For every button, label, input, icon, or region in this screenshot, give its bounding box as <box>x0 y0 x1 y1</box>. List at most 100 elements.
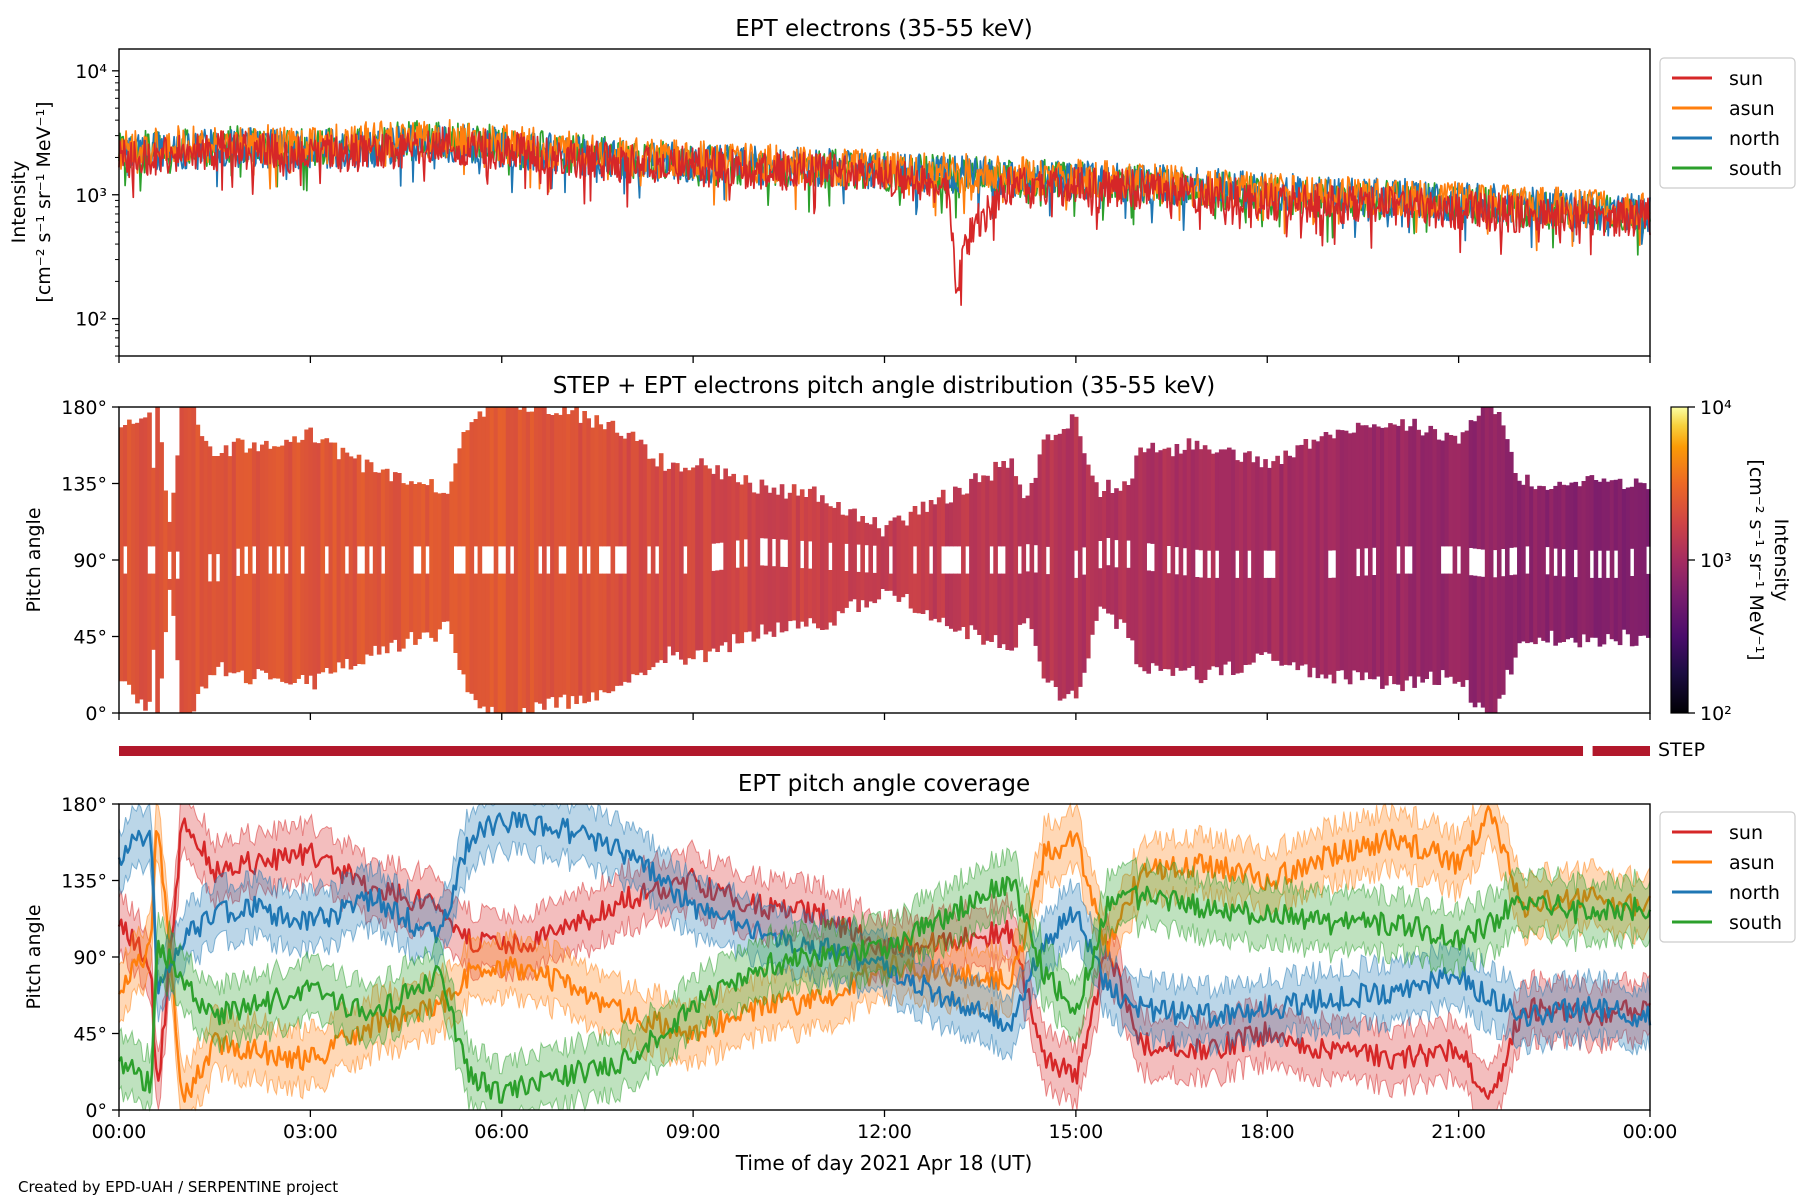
heatmap-cell <box>380 469 386 547</box>
heatmap-cell <box>251 442 257 547</box>
heatmap-cell <box>803 497 809 627</box>
heatmap-cell <box>1569 482 1575 638</box>
heatmap-cell <box>147 412 152 547</box>
x-tick-label: 06:00 <box>474 1121 529 1143</box>
heatmap-cell <box>816 501 821 629</box>
intensity-legend-asun: asun <box>1729 98 1775 120</box>
heatmap-cell <box>880 536 886 589</box>
heatmap-cell <box>562 407 567 547</box>
heatmap-cell <box>151 573 156 650</box>
heatmap-cell <box>1255 456 1260 654</box>
heatmap-cell <box>1154 452 1160 666</box>
heatmap-cell <box>570 410 575 697</box>
coverage-series-group <box>117 802 1652 1112</box>
heatmap-cell <box>1235 577 1240 674</box>
heatmap-cell <box>1444 432 1450 547</box>
heatmap-cell <box>598 573 604 691</box>
heatmap-cell <box>167 579 172 590</box>
heatmap-cell <box>646 458 652 547</box>
y-tick-label: 45° <box>73 627 107 649</box>
heatmap-cell <box>1335 429 1341 671</box>
heatmap-cell <box>1412 418 1417 688</box>
heatmap-cell <box>485 407 491 547</box>
heatmap-cell <box>1380 427 1385 689</box>
heatmap-cell <box>260 444 265 671</box>
heatmap-cell <box>969 478 974 626</box>
heatmap-cell <box>928 500 934 547</box>
pad-x-ticks <box>118 713 1651 720</box>
colorbar-tick-label: 10⁴ <box>1700 397 1732 419</box>
intensity-legend-box <box>1659 57 1796 189</box>
heatmap-cell <box>985 475 990 641</box>
heatmap-cell <box>1267 577 1272 654</box>
heatmap-cell <box>215 581 221 667</box>
heatmap-cell <box>340 447 346 669</box>
heatmap-cell <box>264 440 269 673</box>
heatmap-cell <box>207 581 213 676</box>
heatmap-cell <box>763 565 769 635</box>
heatmap-cell <box>1565 485 1571 640</box>
heatmap-cell <box>356 573 362 664</box>
y-tick-label: 0° <box>85 1100 107 1122</box>
heatmap-cell <box>368 573 374 656</box>
heatmap-cell <box>703 465 708 663</box>
colorbar-label: Intensity <box>1770 519 1792 602</box>
heatmap-cell <box>1339 430 1345 671</box>
coverage-legend: sun asun north south <box>1659 811 1796 943</box>
heatmap-cell <box>944 503 950 547</box>
heatmap-cell <box>1001 573 1006 645</box>
heatmap-cell <box>852 508 857 600</box>
coverage-y-axis: 0° 45° 90° 135° 180° <box>61 794 119 1122</box>
heatmap-cell <box>380 573 386 647</box>
heatmap-cell <box>1388 423 1393 676</box>
heatmap-cell <box>1508 451 1514 548</box>
heatmap-cell <box>1363 425 1369 549</box>
heatmap-cell <box>417 573 422 640</box>
heatmap-cell <box>1440 573 1446 671</box>
heatmap-cell <box>429 479 434 638</box>
heatmap-cell <box>324 438 330 547</box>
heatmap-cell <box>1263 459 1268 551</box>
heatmap-cell <box>203 440 209 689</box>
heatmap-cell <box>1134 455 1139 665</box>
heatmap-cell <box>731 473 737 635</box>
heatmap-cell <box>1517 480 1522 644</box>
heatmap-cell <box>1150 571 1156 664</box>
heatmap-cell <box>457 573 463 670</box>
heatmap-cell <box>1440 440 1446 547</box>
heatmap-cell <box>1174 574 1180 668</box>
heatmap-cell <box>1581 481 1587 635</box>
heatmap-cell <box>1033 572 1039 646</box>
heatmap-cell <box>1194 577 1200 680</box>
heatmap-cell <box>324 573 330 668</box>
heatmap-cell <box>844 571 849 608</box>
heatmap-cell <box>957 573 962 631</box>
heatmap-cell <box>538 573 543 704</box>
heatmap-cell <box>679 471 684 660</box>
heatmap-cell <box>1545 489 1550 548</box>
heatmap-cell <box>1017 484 1023 547</box>
heatmap-cell <box>928 573 934 621</box>
heatmap-cell <box>876 528 882 600</box>
heatmap-cell <box>1589 475 1595 551</box>
heatmap-cell <box>993 461 998 636</box>
heatmap-cell <box>425 573 430 633</box>
heatmap-cell <box>417 482 422 547</box>
heatmap-cell <box>719 569 724 646</box>
heatmap-cell <box>1327 434 1333 551</box>
heatmap-cell <box>1283 450 1288 665</box>
heatmap-cell <box>235 438 241 549</box>
heatmap-cell <box>505 407 511 713</box>
heatmap-cell <box>1218 449 1224 676</box>
heatmap-cell <box>723 468 728 643</box>
heatmap-cell <box>231 441 237 674</box>
coverage-x-label: Time of day 2021 Apr 18 (UT) <box>735 1151 1033 1175</box>
heatmap-cell <box>614 573 620 686</box>
heatmap-cell <box>787 492 793 622</box>
heatmap-cell <box>1521 484 1526 642</box>
heatmap-cell <box>1605 577 1611 635</box>
heatmap-cell <box>1235 460 1240 551</box>
heatmap-cell <box>1110 493 1115 615</box>
intensity-y-axis: 10² 10³ 10⁴ <box>75 61 119 357</box>
